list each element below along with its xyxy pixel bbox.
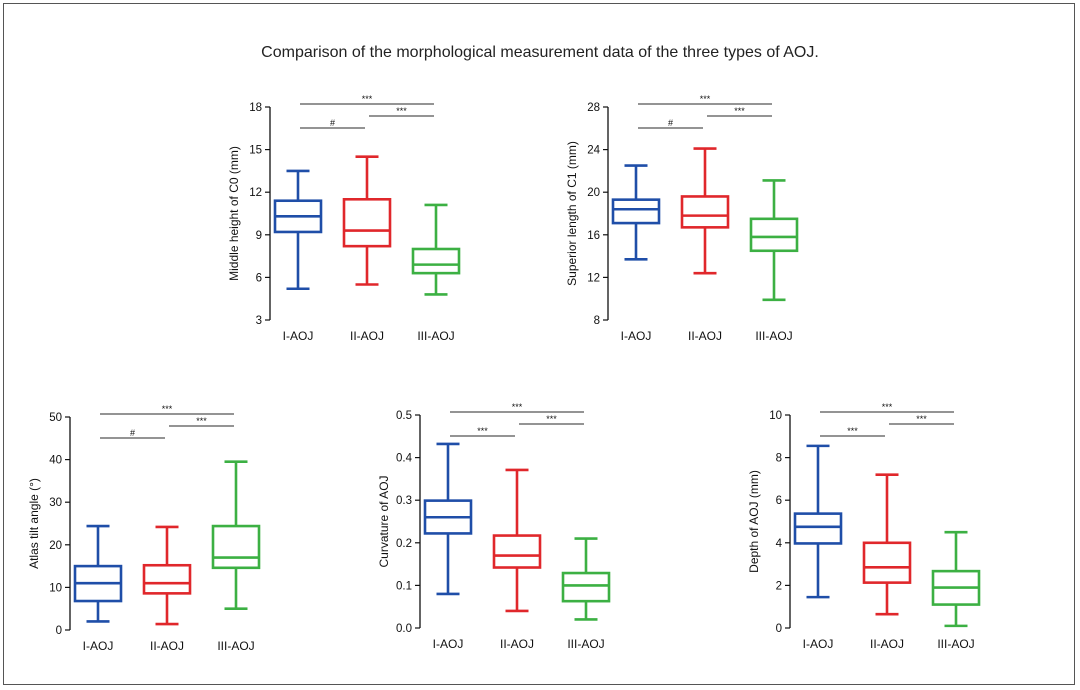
x-tick-label: I-AOJ bbox=[83, 639, 114, 653]
y-tick-label: 0.0 bbox=[396, 623, 412, 635]
x-tick-label: III-AOJ bbox=[937, 637, 974, 651]
significance-label: *** bbox=[847, 426, 858, 436]
y-tick-label: 24 bbox=[587, 145, 600, 157]
x-tick-label: III-AOJ bbox=[417, 329, 454, 343]
significance-label: *** bbox=[396, 106, 407, 116]
y-tick-label: 10 bbox=[49, 582, 62, 594]
x-tick-label: I-AOJ bbox=[621, 329, 652, 343]
significance-label: *** bbox=[546, 414, 557, 424]
box-i-aoj bbox=[793, 444, 843, 599]
significance-label: *** bbox=[362, 94, 373, 104]
box-iii-aoj bbox=[931, 530, 981, 628]
box-ii-aoj bbox=[862, 473, 912, 616]
iqr-box bbox=[749, 217, 799, 253]
box-i-aoj bbox=[611, 164, 661, 261]
y-tick-label: 6 bbox=[256, 272, 262, 284]
y-tick-label: 16 bbox=[587, 230, 600, 242]
iqr-box bbox=[211, 524, 261, 570]
y-tick-label: 0 bbox=[56, 625, 62, 637]
figure-title: Comparison of the morphological measurem… bbox=[261, 44, 819, 61]
x-tick-label: II-AOJ bbox=[150, 639, 184, 653]
x-tick-label: II-AOJ bbox=[500, 637, 534, 651]
chart-superior-length-c1: 8 12 16 20 24 28 Superior length of C1 (mm) I-A… bbox=[565, 94, 799, 343]
y-tick-label: 6 bbox=[776, 495, 782, 507]
significance-label: *** bbox=[512, 402, 523, 412]
iqr-box bbox=[142, 563, 192, 595]
iqr-box bbox=[680, 195, 730, 229]
significance-label: *** bbox=[162, 404, 173, 414]
x-tick-label: II-AOJ bbox=[870, 637, 904, 651]
y-axis-label: Curvature of AOJ bbox=[377, 475, 391, 567]
box-iii-aoj bbox=[211, 460, 261, 610]
significance-label: *** bbox=[882, 402, 893, 412]
box-ii-aoj bbox=[680, 147, 730, 275]
y-tick-label: 3 bbox=[256, 315, 262, 327]
x-tick-label: I-AOJ bbox=[803, 637, 834, 651]
y-tick-label: 0.4 bbox=[396, 453, 413, 465]
box-ii-aoj bbox=[142, 525, 192, 626]
y-tick-label: 12 bbox=[587, 272, 600, 284]
x-tick-label: III-AOJ bbox=[567, 637, 604, 651]
y-tick-label: 40 bbox=[49, 455, 62, 467]
iqr-box bbox=[411, 247, 461, 275]
y-tick-label: 0.1 bbox=[396, 580, 412, 592]
y-tick-label: 8 bbox=[594, 315, 600, 327]
iqr-box bbox=[561, 571, 611, 603]
significance-label: # bbox=[668, 118, 673, 128]
significance-label: *** bbox=[700, 94, 711, 104]
y-tick-label: 0.2 bbox=[396, 538, 412, 550]
y-tick-label: 0.5 bbox=[396, 410, 412, 422]
x-tick-label: I-AOJ bbox=[283, 329, 314, 343]
significance-label: *** bbox=[734, 106, 745, 116]
x-tick-label: III-AOJ bbox=[755, 329, 792, 343]
figure-frame bbox=[3, 3, 1075, 685]
x-tick-label: II-AOJ bbox=[688, 329, 722, 343]
y-tick-label: 9 bbox=[256, 230, 262, 242]
iqr-box bbox=[793, 512, 843, 545]
x-tick-label: III-AOJ bbox=[217, 639, 254, 653]
box-iii-aoj bbox=[749, 179, 799, 302]
chart-middle-height-c0: 3 6 9 12 15 18 Middle height of C0 (mm) I-AOJ II… bbox=[227, 94, 461, 343]
significance-label: # bbox=[130, 428, 135, 438]
significance-label: *** bbox=[477, 426, 488, 436]
x-tick-label: II-AOJ bbox=[350, 329, 384, 343]
chart-atlas-tilt-angle: 0 10 20 30 40 50 Atlas tilt angle (°) I-AOJ II-A… bbox=[27, 404, 261, 653]
chart-depth-aoj: 0 2 4 6 8 10 Depth of AOJ (mm) I-AOJ II-AOJ III-A… bbox=[747, 402, 981, 651]
y-axis-label: Middle height of C0 (mm) bbox=[227, 146, 241, 281]
box-iii-aoj bbox=[411, 203, 461, 296]
significance-label: # bbox=[330, 118, 335, 128]
y-axis-label: Atlas tilt angle (°) bbox=[27, 478, 41, 569]
box-ii-aoj bbox=[492, 468, 542, 613]
chart-curvature-aoj: 0.0 0.1 0.2 0.3 0.4 0.5 Curvature of AOJ I-AOJ I… bbox=[377, 402, 611, 651]
y-tick-label: 0 bbox=[776, 623, 782, 635]
box-i-aoj bbox=[273, 169, 323, 291]
iqr-box bbox=[862, 541, 912, 584]
iqr-box bbox=[492, 534, 542, 569]
y-tick-label: 0.3 bbox=[396, 495, 412, 507]
y-axis-label: Superior length of C1 (mm) bbox=[565, 141, 579, 286]
y-axis-label: Depth of AOJ (mm) bbox=[747, 470, 761, 573]
box-i-aoj bbox=[73, 524, 123, 623]
y-tick-label: 2 bbox=[776, 580, 782, 592]
y-tick-label: 10 bbox=[769, 410, 782, 422]
y-tick-label: 18 bbox=[249, 102, 262, 114]
significance-label: *** bbox=[196, 416, 207, 426]
y-tick-label: 30 bbox=[49, 497, 62, 509]
significance-label: *** bbox=[916, 414, 927, 424]
y-tick-label: 4 bbox=[776, 538, 783, 550]
y-tick-label: 28 bbox=[587, 102, 600, 114]
y-tick-label: 20 bbox=[587, 187, 600, 199]
y-tick-label: 50 bbox=[49, 412, 62, 424]
x-tick-label: I-AOJ bbox=[433, 637, 464, 651]
box-iii-aoj bbox=[561, 537, 611, 621]
iqr-box bbox=[611, 198, 661, 225]
box-ii-aoj bbox=[342, 155, 392, 286]
y-tick-label: 12 bbox=[249, 187, 262, 199]
iqr-box bbox=[342, 198, 392, 248]
y-tick-label: 20 bbox=[49, 540, 62, 552]
y-tick-label: 8 bbox=[776, 453, 782, 465]
box-i-aoj bbox=[423, 442, 473, 596]
y-tick-label: 15 bbox=[249, 145, 262, 157]
